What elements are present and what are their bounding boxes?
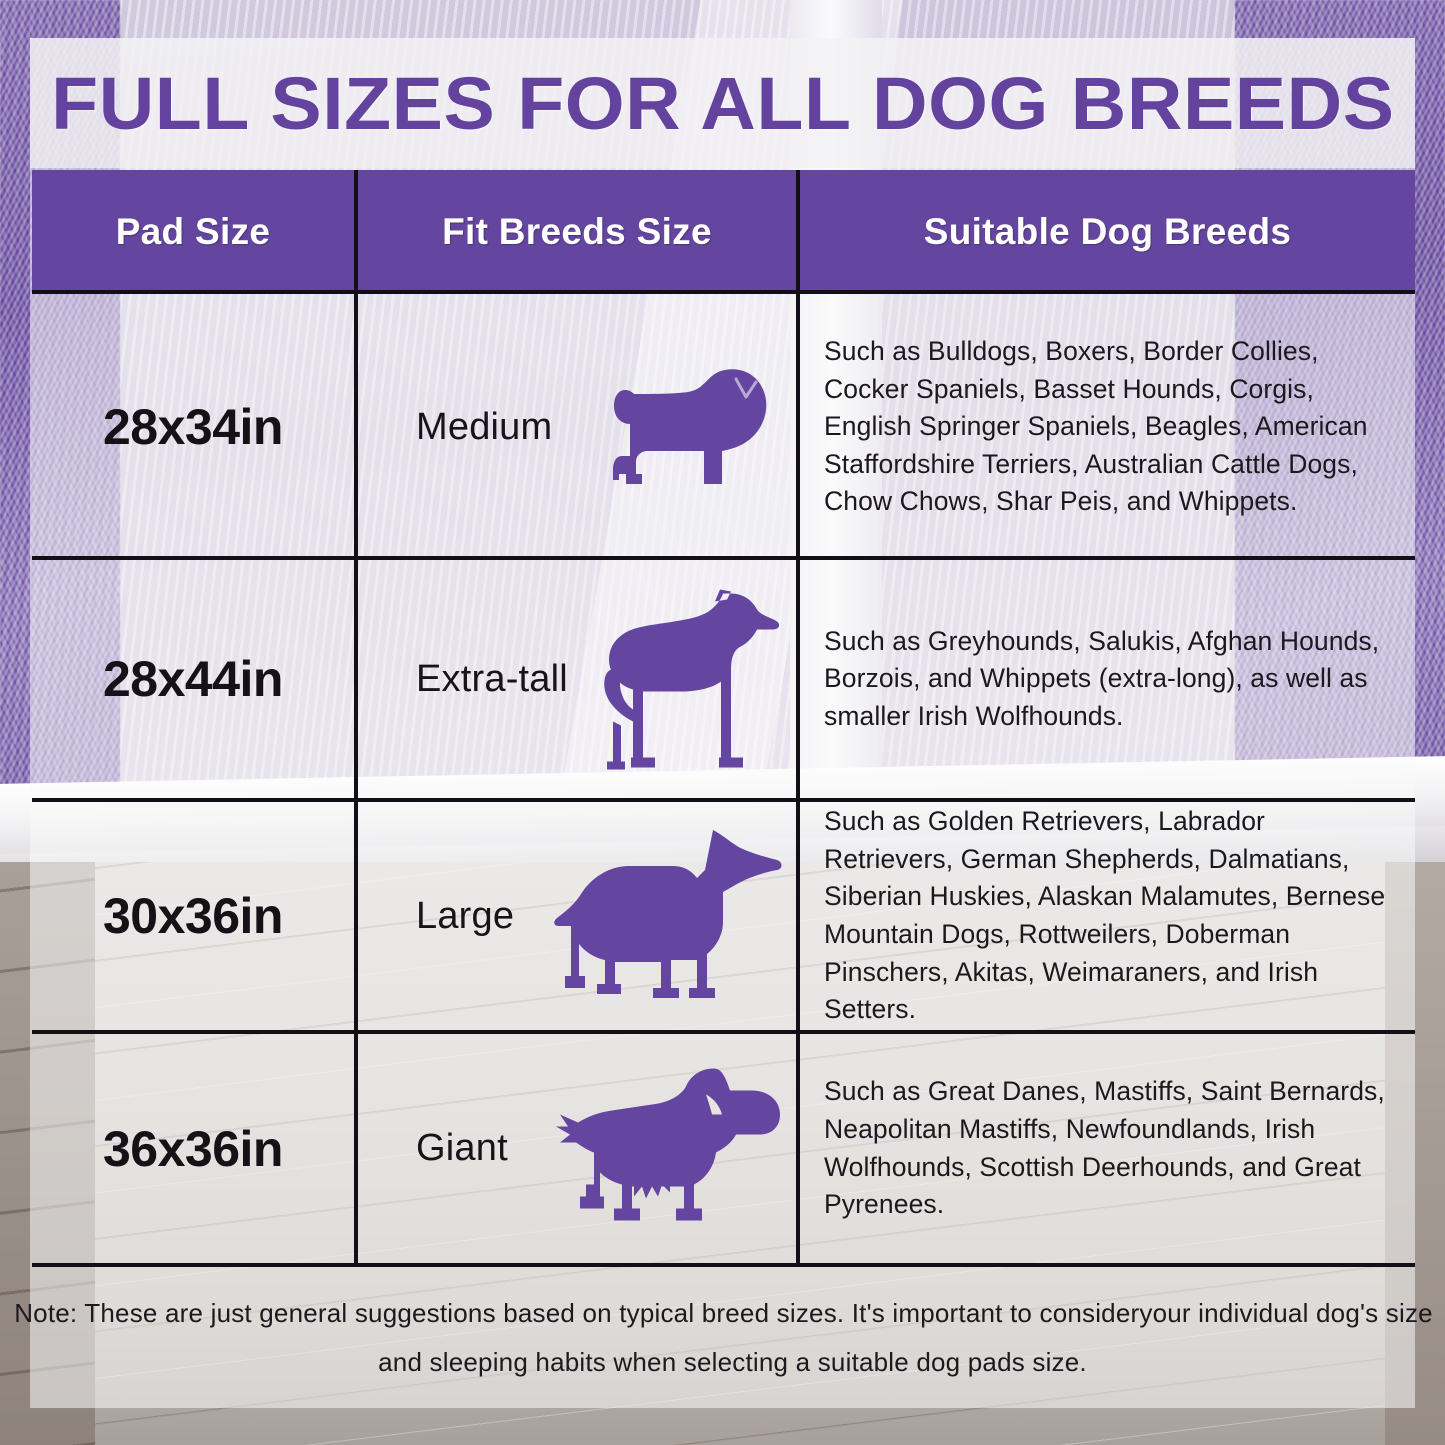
note-line-2: and sleeping habits when selecting a sui… [378, 1347, 1087, 1377]
cell-breeds: Such as Bulldogs, Boxers, Border Collies… [800, 298, 1415, 556]
fit-size-value: Extra-tall [416, 657, 568, 700]
setter-dog-icon [554, 1056, 786, 1241]
table-row: 36x36in Giant Such as Great Danes, Masti… [32, 1034, 1415, 1263]
cell-pad-size: 28x44in [32, 560, 354, 798]
title-banner: FULL SIZES FOR ALL DOG BREEDS [30, 38, 1415, 168]
column-divider-1 [354, 170, 358, 1267]
cell-breeds: Such as Great Danes, Mastiffs, Saint Ber… [800, 1034, 1415, 1263]
dog-size-chart-table: Pad Size Fit Breeds Size Suitable Dog Br… [32, 170, 1415, 1267]
pad-size-value: 36x36in [103, 1120, 283, 1177]
cell-pad-size: 28x34in [32, 298, 354, 556]
table-row: 28x44in Extra-tall Such as Greyhounds, S… [32, 560, 1415, 798]
fit-size-value: Giant [416, 1127, 508, 1169]
cell-pad-size: 36x36in [32, 1034, 354, 1263]
column-header-fit-breeds: Fit Breeds Size [442, 211, 712, 252]
cell-fit-size: Giant [358, 1034, 796, 1263]
breeds-text: Such as Great Danes, Mastiffs, Saint Ber… [824, 1076, 1385, 1220]
breeds-text: Such as Greyhounds, Salukis, Afghan Houn… [824, 625, 1380, 731]
page-title: FULL SIZES FOR ALL DOG BREEDS [50, 61, 1395, 145]
cell-breeds: Such as Greyhounds, Salukis, Afghan Houn… [800, 560, 1415, 798]
row-divider-3 [32, 1030, 1415, 1034]
pug-dog-icon [596, 352, 786, 502]
column-header-pad-size: Pad Size [115, 211, 271, 252]
pad-size-value: 28x44in [103, 651, 283, 707]
table-header-row: Pad Size Fit Breeds Size Suitable Dog Br… [32, 170, 1415, 294]
breeds-text: Such as Bulldogs, Boxers, Border Collies… [824, 335, 1368, 517]
column-divider-2 [796, 170, 800, 1267]
cell-pad-size: 30x36in [32, 802, 354, 1030]
pad-size-value: 28x34in [103, 399, 283, 455]
cell-fit-size: Large [358, 802, 796, 1030]
row-divider-1 [32, 556, 1415, 560]
row-divider-4 [32, 1263, 1415, 1267]
footer-note: Note: These are just general suggestions… [14, 1271, 1432, 1405]
fit-size-value: Large [416, 894, 515, 937]
column-header-breeds: Suitable Dog Breeds [923, 211, 1292, 252]
german-shepherd-dog-icon [551, 826, 786, 1006]
cell-fit-size: Extra-tall [358, 560, 796, 798]
cell-fit-size: Medium [358, 298, 796, 556]
row-divider-2 [32, 798, 1415, 802]
table-row: 30x36in Large Such as Golden Retrievers,… [32, 802, 1415, 1030]
greyhound-dog-icon [581, 582, 786, 777]
table-row: 28x34in Medium Such as Bulldogs, Boxers,… [32, 298, 1415, 556]
breeds-text: Such as Golden Retrievers, Labrador Retr… [824, 806, 1386, 1025]
note-line-1: Note: These are just general suggestions… [14, 1297, 1433, 1328]
cell-breeds: Such as Golden Retrievers, Labrador Retr… [800, 802, 1415, 1030]
fit-size-value: Medium [416, 405, 553, 448]
pad-size-value: 30x36in [103, 888, 283, 944]
